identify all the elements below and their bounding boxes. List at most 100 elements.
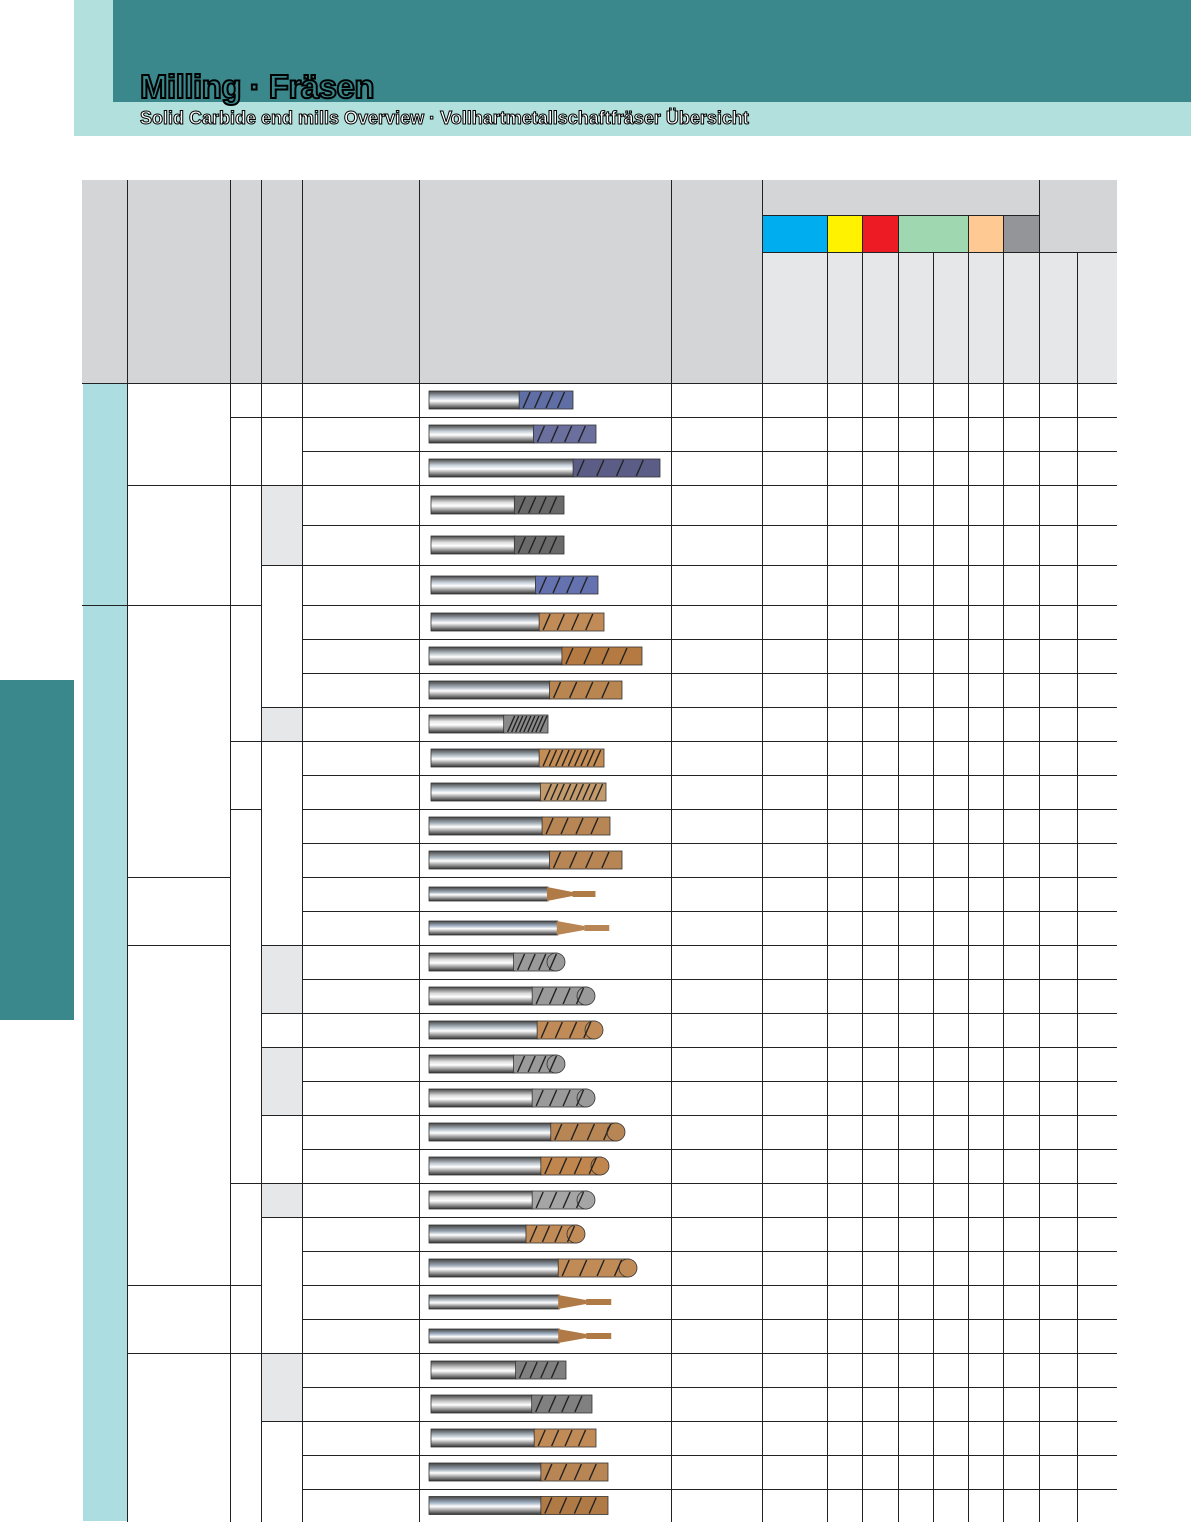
end-mill-square-bronze-icon (430, 612, 605, 632)
table-rule (302, 1149, 1117, 1150)
table-rule (302, 911, 1117, 912)
ball-nose-bronze-icon (428, 1224, 586, 1244)
ball-nose-uncoated-icon (428, 1054, 566, 1074)
table-rule (261, 1217, 302, 1218)
table-rule (230, 605, 261, 606)
table-rule (302, 673, 1117, 674)
table-rule (302, 639, 1117, 640)
material-group-swatch (827, 215, 862, 253)
table-rule (261, 1047, 302, 1048)
material-group-swatch (968, 215, 1003, 253)
table-rule (762, 252, 1117, 253)
side-section-tab (0, 680, 74, 1020)
table-rule (261, 383, 262, 1522)
table-rule (127, 1353, 230, 1354)
table-rule (261, 945, 302, 946)
table-rule (302, 1489, 1117, 1490)
table-rule (230, 1183, 261, 1184)
table-rule (302, 1115, 1117, 1116)
table-rule (302, 775, 1117, 776)
table-rule (302, 945, 1117, 946)
table-rule (302, 1047, 1117, 1048)
table-rule (302, 979, 1117, 980)
table-rule (898, 383, 899, 1522)
corner-radius-bronze-icon (428, 1462, 609, 1482)
material-subheader-cell (899, 253, 933, 383)
table-rule (302, 1285, 1117, 1286)
table-rule (302, 417, 1117, 418)
end-mill-square-bronze-icon (428, 646, 643, 666)
table-rule (230, 383, 231, 1522)
table-rule (933, 383, 934, 1522)
table-rule (762, 383, 763, 1522)
table-rule (302, 1387, 1117, 1388)
type-group-cell (262, 946, 302, 1013)
end-mill-multi-flute-bronze-icon (430, 748, 605, 768)
type-group-cell (262, 1354, 302, 1421)
ball-nose-micro-bronze-icon (428, 1328, 612, 1344)
table-rule (230, 741, 261, 742)
table-rule (302, 1319, 1117, 1320)
material-group-swatch (862, 215, 898, 253)
material-subheader-cell (1078, 253, 1117, 383)
table-rule (302, 451, 1117, 452)
material-subheader-cell (763, 253, 827, 383)
table-rule (302, 1455, 1117, 1456)
table-rule (302, 1183, 1117, 1184)
corner-radius-uncoated-icon (430, 1360, 567, 1380)
table-rule (302, 485, 1117, 486)
table-rule (302, 525, 1117, 526)
table-rule (302, 1081, 1117, 1082)
page-subtitle: Solid Carbide end mills Overview · Vollh… (140, 108, 750, 129)
table-rule (127, 383, 128, 1522)
material-subheader-cell (1040, 253, 1077, 383)
ball-nose-uncoated-icon (428, 1088, 596, 1108)
end-mill-square-bronze-icon (428, 850, 623, 870)
end-mill-micro-bronze-icon (428, 886, 596, 902)
table-rule (230, 809, 261, 810)
end-mill-multi-flute-bronze-icon (430, 782, 607, 802)
corner-radius-uncoated-icon (430, 1394, 593, 1414)
table-rule (419, 383, 420, 1522)
end-mill-square-bronze-icon (428, 816, 611, 836)
table-rule (1077, 383, 1078, 1522)
table-rule (261, 485, 302, 486)
table-rule (302, 1217, 1117, 1218)
table-rule (968, 383, 969, 1522)
table-rule (261, 1353, 302, 1354)
material-subheader-cell (828, 253, 862, 383)
table-rule (230, 485, 261, 486)
material-subheader-cell (934, 253, 968, 383)
table-rule (862, 215, 863, 383)
table-rule (762, 180, 763, 383)
table-rule (1039, 383, 1040, 1522)
type-group-cell (262, 1184, 302, 1217)
table-rule (1003, 383, 1004, 1522)
table-rule (261, 741, 302, 742)
table-rule (933, 252, 934, 383)
table-rule (127, 877, 230, 878)
page-title: Milling · Fräsen (139, 67, 376, 106)
table-rule (127, 485, 230, 486)
table-rule (968, 215, 969, 383)
table-rule (302, 1013, 1117, 1014)
ball-nose-bronze-icon (428, 1258, 638, 1278)
table-rule (261, 417, 302, 418)
table-rule (827, 215, 828, 383)
table-rule (127, 945, 230, 946)
table-rule (827, 383, 828, 1522)
ball-nose-bronze-icon (428, 1122, 626, 1142)
material-group-swatch (1003, 215, 1039, 253)
table-rule (1039, 180, 1040, 383)
end-mill-square-silver-blue-icon (428, 424, 597, 444)
table-rule (261, 180, 262, 383)
table-rule (898, 215, 899, 383)
table-rule (127, 180, 128, 383)
table-rule (82, 605, 127, 606)
corner-radius-bronze-icon (428, 1496, 609, 1515)
table-rule (302, 707, 1117, 708)
ball-nose-uncoated-icon (428, 986, 596, 1006)
material-subheader-cell (1004, 253, 1039, 383)
end-mill-micro-bronze-icon (428, 920, 610, 936)
table-rule (230, 180, 231, 383)
